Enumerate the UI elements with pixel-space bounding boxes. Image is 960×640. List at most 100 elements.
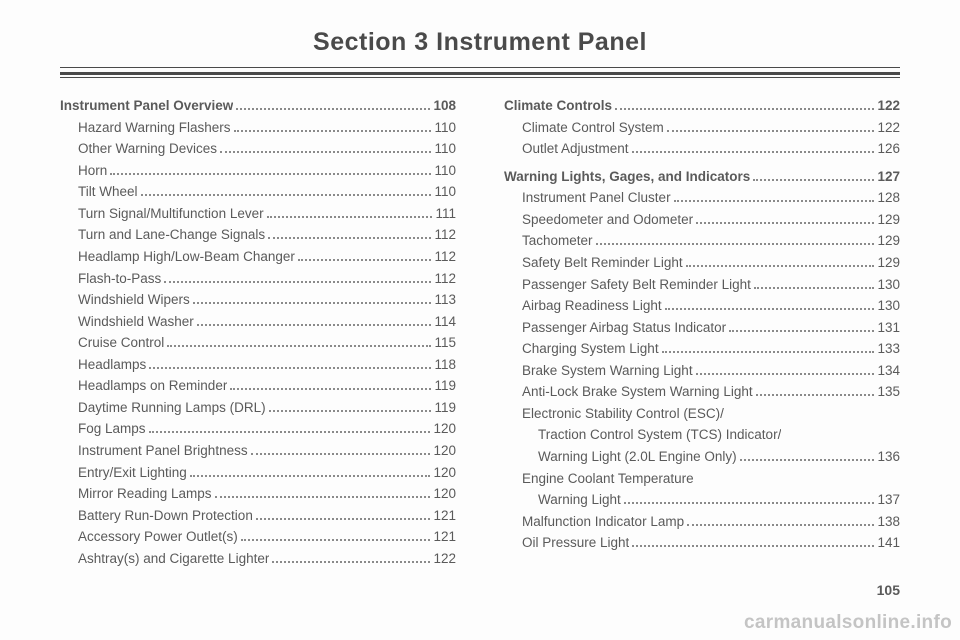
toc-line: Engine Coolant Temperature bbox=[504, 469, 900, 489]
toc-page: 137 bbox=[877, 490, 900, 510]
toc-leader-dots bbox=[149, 359, 431, 368]
toc-label: Climate Controls bbox=[504, 96, 612, 116]
toc-label: Tachometer bbox=[504, 231, 593, 251]
toc-line: Battery Run-Down Protection 121 bbox=[60, 506, 456, 526]
toc-label: Turn and Lane-Change Signals bbox=[60, 225, 265, 245]
toc-line: Headlamps118 bbox=[60, 355, 456, 375]
toc-page: 112 bbox=[434, 225, 456, 245]
toc-leader-dots bbox=[110, 165, 431, 174]
toc-label: Cruise Control bbox=[60, 333, 164, 353]
toc-line: Turn and Lane-Change Signals 112 bbox=[60, 225, 456, 245]
toc-label: Ashtray(s) and Cigarette Lighter bbox=[60, 549, 269, 569]
toc-label: Headlamps bbox=[60, 355, 146, 375]
toc-leader-dots bbox=[193, 295, 432, 304]
toc-line: Climate Control System122 bbox=[504, 118, 900, 138]
toc-label: Mirror Reading Lamps bbox=[60, 484, 212, 504]
toc-leader-dots bbox=[729, 322, 874, 331]
toc-label: Battery Run-Down Protection bbox=[60, 506, 253, 526]
toc-page: 122 bbox=[433, 549, 456, 569]
toc-leader-dots bbox=[667, 122, 875, 131]
toc-leader-dots bbox=[298, 252, 432, 261]
toc-line: Accessory Power Outlet(s) 121 bbox=[60, 527, 456, 547]
toc-leader-dots bbox=[624, 495, 875, 504]
toc-leader-dots bbox=[687, 516, 874, 525]
toc-page: 112 bbox=[434, 269, 456, 289]
toc-line: Turn Signal/Multifunction Lever111 bbox=[60, 204, 456, 224]
toc-leader-dots bbox=[662, 344, 875, 353]
toc-label: Passenger Airbag Status Indicator bbox=[504, 318, 726, 338]
toc-line: Warning Light (2.0L Engine Only)136 bbox=[504, 447, 900, 467]
toc-page: 122 bbox=[877, 96, 900, 116]
toc-leader-dots bbox=[756, 387, 875, 396]
toc-line: Airbag Readiness Light130 bbox=[504, 296, 900, 316]
toc-page: 133 bbox=[877, 339, 900, 359]
toc-leader-dots bbox=[696, 365, 875, 374]
toc-line: Instrument Panel Cluster 128 bbox=[504, 188, 900, 208]
toc-column-left: Instrument Panel Overview108Hazard Warni… bbox=[60, 96, 456, 570]
toc-leader-dots bbox=[753, 171, 874, 180]
toc-label: Windshield Wipers bbox=[60, 290, 190, 310]
toc-line: Safety Belt Reminder Light129 bbox=[504, 253, 900, 273]
toc-leader-dots bbox=[220, 144, 431, 153]
toc-leader-dots bbox=[272, 553, 430, 562]
toc-page: 135 bbox=[877, 382, 900, 402]
toc-leader-dots bbox=[251, 446, 431, 455]
toc-page: 110 bbox=[434, 139, 456, 159]
toc-line: Anti-Lock Brake System Warning Light135 bbox=[504, 382, 900, 402]
toc-label: Malfunction Indicator Lamp bbox=[504, 512, 684, 532]
toc-leader-dots bbox=[149, 424, 431, 433]
toc-line: Speedometer and Odometer129 bbox=[504, 210, 900, 230]
toc-label: Instrument Panel Overview bbox=[60, 96, 233, 116]
toc-line: Other Warning Devices110 bbox=[60, 139, 456, 159]
toc-label: Airbag Readiness Light bbox=[504, 296, 662, 316]
toc-leader-dots bbox=[754, 279, 875, 288]
toc-label: Tilt Wheel bbox=[60, 182, 138, 202]
toc-leader-dots bbox=[268, 230, 431, 239]
toc-page: 120 bbox=[433, 463, 456, 483]
toc-line: Windshield Washer114 bbox=[60, 312, 456, 332]
toc-page: 128 bbox=[877, 188, 900, 208]
toc-page: 134 bbox=[877, 361, 900, 381]
toc-leader-dots bbox=[267, 208, 433, 217]
toc-line: Instrument Panel Overview108 bbox=[60, 96, 456, 116]
toc-leader-dots bbox=[596, 236, 875, 245]
toc-page: 121 bbox=[433, 506, 456, 526]
toc-line: Headlamp High/Low-Beam Changer 112 bbox=[60, 247, 456, 267]
toc-leader-dots bbox=[686, 258, 875, 267]
toc-label: Speedometer and Odometer bbox=[504, 210, 693, 230]
toc-page: 121 bbox=[433, 527, 456, 547]
toc-label: Passenger Safety Belt Reminder Light bbox=[504, 275, 751, 295]
toc-label: Climate Control System bbox=[504, 118, 664, 138]
toc-label: Fog Lamps bbox=[60, 419, 146, 439]
toc-page: 115 bbox=[434, 333, 456, 353]
rule-thick bbox=[60, 72, 900, 75]
toc-leader-dots bbox=[167, 338, 431, 347]
toc-page: 120 bbox=[433, 419, 456, 439]
toc-page: 141 bbox=[877, 533, 900, 553]
toc-leader-dots bbox=[740, 452, 875, 461]
toc-page: 119 bbox=[434, 376, 456, 396]
toc-label: Accessory Power Outlet(s) bbox=[60, 527, 238, 547]
toc-page: 120 bbox=[433, 441, 456, 461]
toc-label: Brake System Warning Light bbox=[504, 361, 693, 381]
toc-line: Instrument Panel Brightness120 bbox=[60, 441, 456, 461]
toc-label: Flash-to-Pass bbox=[60, 269, 161, 289]
toc-leader-dots bbox=[241, 532, 431, 541]
toc-leader-dots bbox=[197, 316, 432, 325]
toc-line: Outlet Adjustment126 bbox=[504, 139, 900, 159]
toc-label: Traction Control System (TCS) Indicator/ bbox=[504, 425, 781, 445]
toc-label: Headlamp High/Low-Beam Changer bbox=[60, 247, 295, 267]
toc-leader-dots bbox=[696, 214, 874, 223]
toc-leader-dots bbox=[674, 193, 875, 202]
toc-line: Traction Control System (TCS) Indicator/ bbox=[504, 425, 900, 445]
toc-line: Mirror Reading Lamps120 bbox=[60, 484, 456, 504]
toc-leader-dots bbox=[215, 489, 431, 498]
toc-label: Oil Pressure Light bbox=[504, 533, 629, 553]
toc-leader-dots bbox=[236, 101, 430, 110]
toc-label: Instrument Panel Cluster bbox=[504, 188, 671, 208]
page-number: 105 bbox=[877, 582, 900, 598]
toc-line: Fog Lamps 120 bbox=[60, 419, 456, 439]
toc-page: 110 bbox=[434, 161, 456, 181]
toc-page: 112 bbox=[434, 247, 456, 267]
toc-leader-dots bbox=[615, 101, 874, 110]
